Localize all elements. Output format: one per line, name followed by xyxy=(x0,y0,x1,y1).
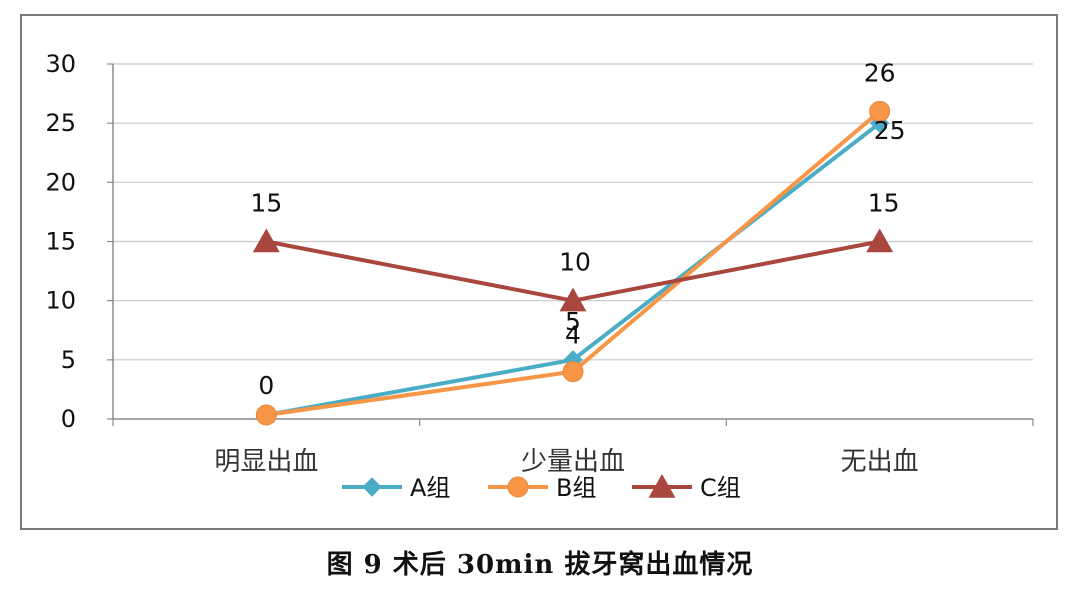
data-label: 10 xyxy=(559,248,591,277)
data-point xyxy=(866,228,894,253)
y-tick-label: 20 xyxy=(45,168,76,196)
data-point xyxy=(869,100,891,122)
data-point xyxy=(252,228,280,253)
legend-marker xyxy=(648,473,676,498)
data-label: 5 xyxy=(565,307,581,336)
y-tick-label: 15 xyxy=(45,228,76,256)
y-tick-label: 5 xyxy=(61,346,76,374)
data-label: 25 xyxy=(874,116,906,145)
data-label: 15 xyxy=(868,189,900,218)
y-tick-label: 30 xyxy=(45,50,76,78)
category-label: 无出血 xyxy=(841,447,919,477)
legend-label: C组 xyxy=(700,474,741,502)
data-point xyxy=(562,361,584,383)
line-chart: 0 5 10 15 20 25 30 明显出血 少量出血 无出血 5 25 0 4 26 15 10 15 A组 B组… xyxy=(45,50,1034,502)
data-label: 15 xyxy=(250,189,282,218)
category-label: 少量出血 xyxy=(521,447,625,477)
chart-frame xyxy=(20,14,1058,530)
category-label: 明显出血 xyxy=(214,447,318,477)
y-tick-label: 10 xyxy=(45,287,76,315)
data-point xyxy=(559,287,587,312)
legend-label: A组 xyxy=(410,474,450,502)
y-tick-label: 0 xyxy=(61,405,76,433)
data-label: 26 xyxy=(864,58,896,87)
figure-caption: 图 9 术后 30min 拔牙窝出血情况 xyxy=(326,550,754,580)
legend-marker xyxy=(362,477,382,497)
data-label: 4 xyxy=(565,321,581,350)
legend-label: B组 xyxy=(556,474,596,502)
legend-marker xyxy=(507,476,529,498)
data-label: 0 xyxy=(258,371,274,400)
y-tick-label: 25 xyxy=(45,109,76,137)
data-point xyxy=(255,404,277,426)
